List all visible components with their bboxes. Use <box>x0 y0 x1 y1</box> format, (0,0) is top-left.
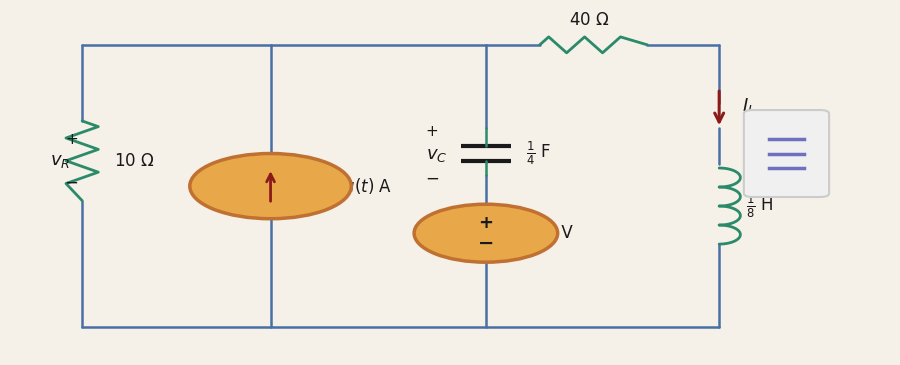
Text: −: − <box>64 173 77 192</box>
Text: 10 $\Omega$: 10 $\Omega$ <box>113 152 154 170</box>
Text: $\frac{1}{4}$ F: $\frac{1}{4}$ F <box>526 140 552 167</box>
Text: $\frac{1}{8}$ H: $\frac{1}{8}$ H <box>746 192 774 220</box>
Text: +: + <box>479 214 493 232</box>
Text: −: − <box>425 170 439 188</box>
FancyBboxPatch shape <box>743 110 829 197</box>
Text: 40 $\Omega$: 40 $\Omega$ <box>569 11 609 28</box>
Text: $v_C$: $v_C$ <box>426 146 447 164</box>
Text: +: + <box>426 124 438 139</box>
Text: −: − <box>478 234 494 253</box>
Circle shape <box>190 154 351 219</box>
Text: $v_R$: $v_R$ <box>50 152 70 170</box>
Text: +: + <box>65 131 77 146</box>
Text: $I_L$: $I_L$ <box>742 96 755 116</box>
Text: 10 V: 10 V <box>536 224 573 242</box>
Circle shape <box>414 204 558 262</box>
Text: $2u(t)$ A: $2u(t)$ A <box>333 176 392 196</box>
